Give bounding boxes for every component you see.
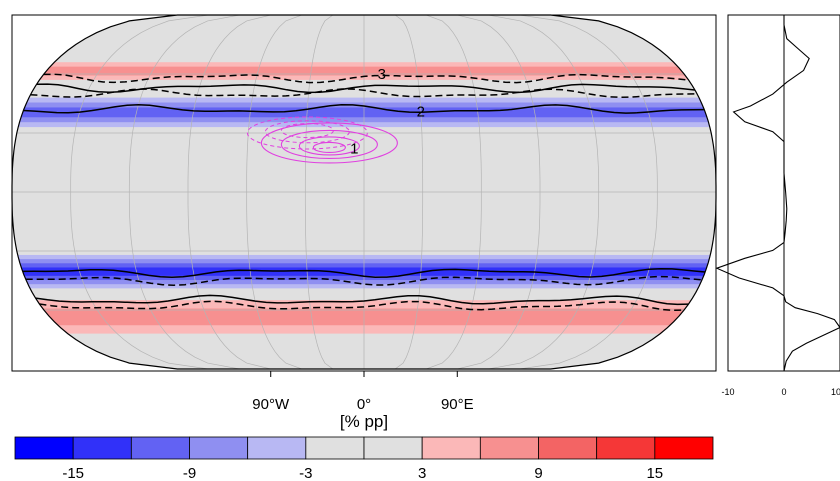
colorbar-tick-label: 15 (646, 465, 663, 481)
zonal-mean-line (715, 15, 840, 372)
dashed-contour-line (39, 300, 685, 312)
map-panel: 1 2 3 90°W 0° 90°E [% pp] (11, 14, 717, 431)
x-axis-label: [% pp] (340, 412, 388, 431)
zonal-contours (22, 73, 706, 312)
colorbar-labels: -15 -9 -3 3 9 15 (62, 465, 663, 481)
colorbar-swatch (654, 436, 714, 460)
dashed-contour-line (30, 88, 698, 99)
lon-tick-label: 90°E (441, 396, 474, 413)
negative-local-contour (264, 120, 350, 144)
dashed-contour-line (43, 73, 689, 84)
colorbar-swatch (247, 436, 307, 460)
positive-local-contour (298, 136, 360, 156)
globe-outline (11, 14, 717, 370)
colorbar-tick-label: -15 (62, 465, 84, 481)
positive-local-contour (260, 122, 398, 164)
positive-local-contour (312, 141, 346, 154)
lon-tick-label: 90°W (252, 396, 290, 413)
colorbar (14, 436, 714, 460)
local-contours (246, 116, 398, 164)
meridian-line (246, 15, 302, 369)
profile-tick-label: 0 (781, 387, 786, 397)
zonal-mean-panel: -10 0 10 (715, 14, 840, 397)
colorbar-swatch (421, 436, 481, 460)
colorbar-swatch (538, 436, 598, 460)
solid-contour-line (23, 104, 705, 114)
solid-contour-line (22, 267, 706, 279)
meridian-line (187, 15, 271, 369)
positive-local-contour (280, 129, 378, 160)
colorbar-tick-label: -3 (299, 465, 312, 481)
meridian-line (488, 15, 600, 369)
meridian-line (128, 15, 240, 369)
globe-border (11, 14, 717, 370)
lon-tick-label: 0° (357, 396, 371, 413)
meridian-line (457, 15, 541, 369)
contour-label-2: 2 (417, 103, 425, 120)
negative-local-contour (280, 123, 334, 139)
meridian-line (519, 15, 658, 369)
profile-plot: -10 0 10 (715, 15, 840, 397)
contour-label-1: 1 (350, 141, 358, 158)
colorbar-swatch (479, 436, 539, 460)
colorbar-tick-label: -9 (183, 465, 196, 481)
colorbar-swatch (14, 436, 74, 460)
contour-label-3: 3 (378, 66, 386, 83)
colorbar-swatch (72, 436, 132, 460)
colorbar-swatch (189, 436, 249, 460)
colorbar-swatch (305, 436, 365, 460)
dashed-contour-line (25, 275, 703, 286)
meridian-line (304, 15, 334, 369)
longitude-ticks: 90°W 0° 90°E (252, 371, 474, 413)
meridian-line (394, 15, 424, 369)
colorbar-swatch (596, 436, 656, 460)
colorbar-tick-label: 9 (534, 465, 542, 481)
colorbar-swatch (363, 436, 423, 460)
meridian-line (70, 15, 209, 369)
colorbar-tick-label: 3 (418, 465, 426, 481)
profile-tick-label: -10 (721, 387, 734, 397)
contour-labels: 1 2 3 (350, 66, 425, 158)
colorbar-swatch (130, 436, 190, 460)
negative-local-contour (246, 116, 368, 150)
anomaly-band-4 (12, 308, 716, 326)
profile-tick-label: 10 (831, 387, 840, 397)
solid-contour-line (35, 294, 689, 306)
